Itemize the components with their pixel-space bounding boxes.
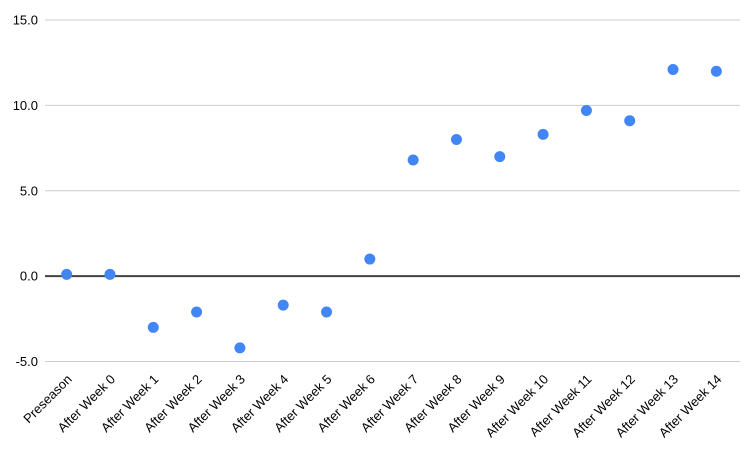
data-point[interactable] [537,128,549,140]
data-point[interactable] [104,268,116,280]
data-point[interactable] [580,104,592,116]
data-point[interactable] [61,268,73,280]
y-axis-tick-label: 10.0 [13,98,38,113]
y-axis-tick-label: 0.0 [20,269,38,284]
y-axis-tick-label: -5.0 [16,354,38,369]
data-point[interactable] [494,151,506,163]
data-point[interactable] [321,306,333,318]
data-point[interactable] [364,253,376,265]
data-point[interactable] [234,342,246,354]
data-point[interactable] [710,65,722,77]
data-point[interactable] [667,64,679,76]
y-axis-tick-label: 5.0 [20,183,38,198]
data-point[interactable] [191,306,203,318]
data-point[interactable] [147,321,159,333]
data-point[interactable] [407,154,419,166]
data-point[interactable] [450,134,462,146]
data-point[interactable] [277,299,289,311]
data-point[interactable] [624,115,636,127]
y-axis-tick-label: 15.0 [13,13,38,28]
